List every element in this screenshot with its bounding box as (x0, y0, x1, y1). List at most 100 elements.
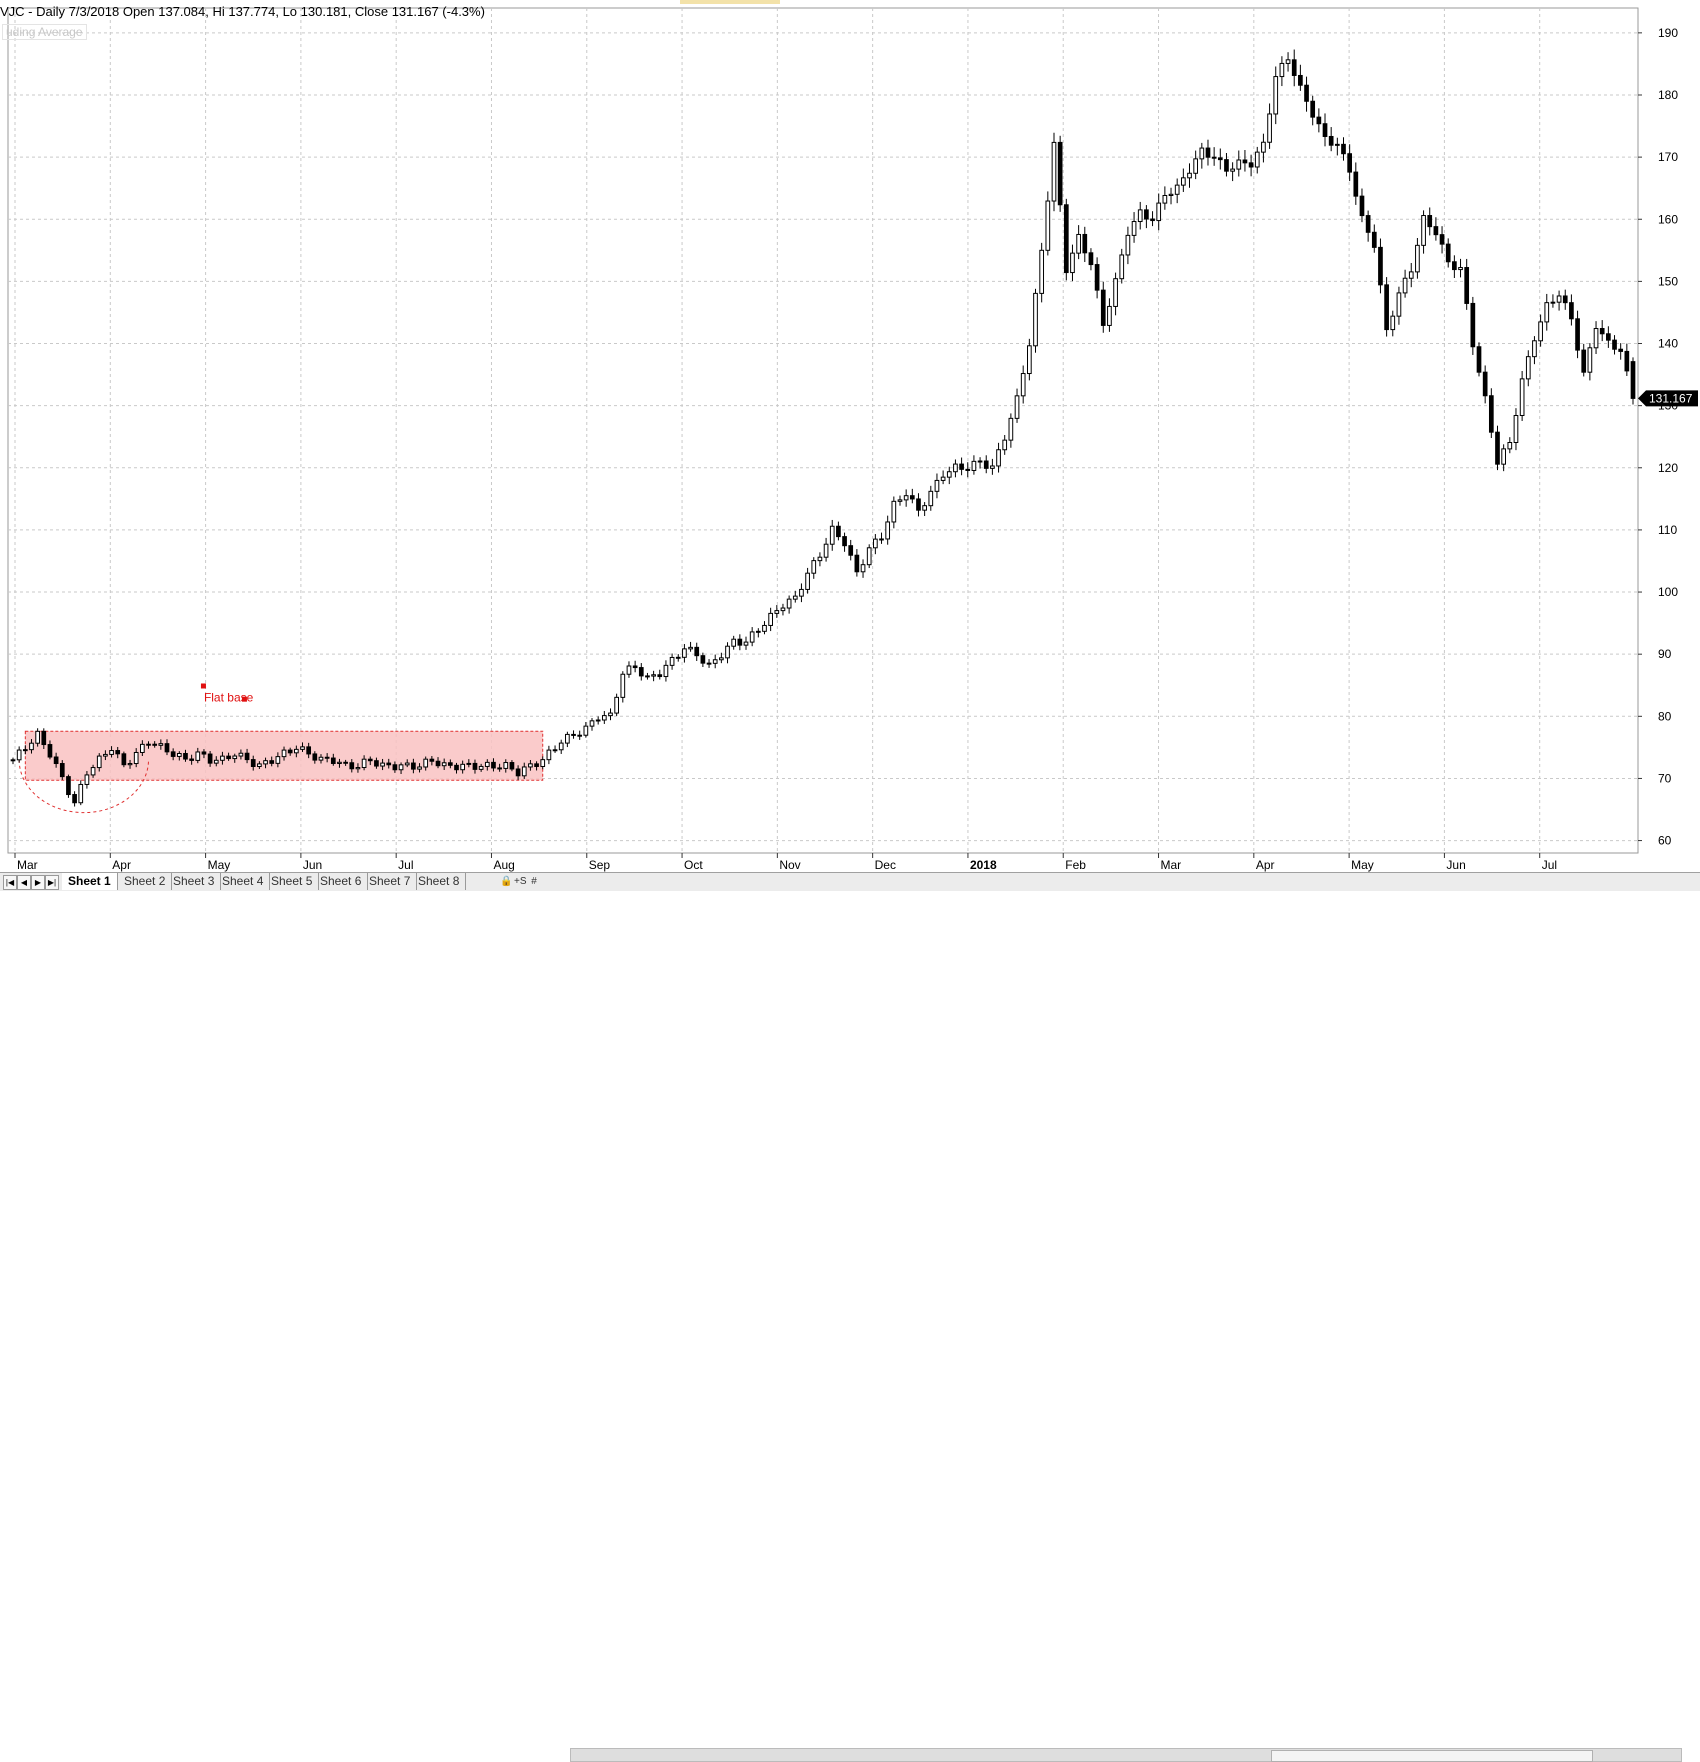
candle-body[interactable] (675, 656, 681, 659)
candle-body[interactable] (694, 646, 700, 657)
candle-body[interactable] (1322, 123, 1328, 137)
candle-body[interactable] (1248, 162, 1254, 168)
candle-body[interactable] (1020, 373, 1026, 397)
candle-body[interactable] (1507, 442, 1513, 450)
candle-body[interactable] (977, 460, 983, 463)
candle-body[interactable] (657, 674, 663, 678)
candle-body[interactable] (263, 760, 268, 765)
candle-body[interactable] (1125, 234, 1131, 256)
add-sheet-button[interactable]: +S (514, 876, 527, 887)
candle-body[interactable] (441, 762, 447, 767)
candle-body[interactable] (232, 755, 238, 760)
candle-body[interactable] (1144, 209, 1149, 220)
candle-body[interactable] (799, 588, 804, 597)
candle-body[interactable] (53, 756, 59, 765)
candle-body[interactable] (866, 547, 872, 566)
candle-body[interactable] (1334, 143, 1340, 146)
candle-body[interactable] (257, 763, 262, 767)
candle-body[interactable] (491, 761, 496, 769)
prev-sheet-button[interactable]: ◀ (17, 875, 31, 890)
candle-body[interactable] (250, 759, 256, 767)
first-sheet-button[interactable]: |◀ (3, 875, 17, 890)
candle-body[interactable] (583, 725, 589, 736)
candle-body[interactable] (749, 631, 755, 643)
candle-body[interactable] (916, 498, 921, 511)
scrollbar-thumb[interactable] (1271, 1750, 1593, 1762)
candle-body[interactable] (1094, 264, 1100, 291)
sheet-tab-8[interactable]: Sheet 8 (412, 873, 467, 890)
candle-body[interactable] (848, 545, 854, 556)
candle-body[interactable] (324, 756, 330, 759)
candle-body[interactable] (836, 525, 841, 538)
sheet-tab-5[interactable]: Sheet 5 (265, 873, 320, 890)
candle-body[interactable] (1236, 159, 1242, 170)
candle-body[interactable] (946, 471, 952, 478)
candle-body[interactable] (238, 752, 244, 757)
candle-body[interactable] (1082, 233, 1088, 254)
candle-body[interactable] (1279, 62, 1285, 78)
candle-body[interactable] (201, 751, 207, 755)
candle-body[interactable] (1070, 252, 1075, 274)
candle-body[interactable] (990, 465, 995, 469)
candle-body[interactable] (552, 749, 558, 752)
candle-body[interactable] (897, 499, 903, 502)
candle-body[interactable] (1310, 100, 1316, 118)
candle-body[interactable] (140, 743, 145, 753)
candle-body[interactable] (1316, 116, 1322, 125)
candle-body[interactable] (47, 744, 53, 758)
candle-body[interactable] (1076, 233, 1081, 254)
candle-body[interactable] (983, 460, 989, 469)
candle-body[interactable] (66, 776, 71, 796)
candle-body[interactable] (719, 657, 724, 661)
candle-body[interactable] (1205, 147, 1211, 158)
candle-body[interactable] (1187, 172, 1192, 179)
candle-body[interactable] (454, 764, 459, 771)
candle-body[interactable] (330, 757, 336, 764)
candle-body[interactable] (1562, 295, 1568, 304)
candle-body[interactable] (1162, 194, 1168, 204)
candle-body[interactable] (1556, 295, 1562, 303)
candle-body[interactable] (1470, 302, 1476, 348)
candle-body[interactable] (176, 752, 182, 757)
candle-body[interactable] (996, 449, 1001, 467)
candle-body[interactable] (183, 752, 188, 760)
sheet-tab-3[interactable]: Sheet 3 (167, 873, 222, 890)
candle-body[interactable] (170, 751, 176, 757)
candle-body[interactable] (1618, 348, 1624, 352)
candle-body[interactable] (1421, 215, 1426, 246)
sheet-tab-7[interactable]: Sheet 7 (363, 873, 418, 890)
candle-body[interactable] (1027, 345, 1032, 375)
candle-body[interactable] (275, 756, 281, 764)
candle-body[interactable] (29, 742, 34, 751)
candle-body[interactable] (343, 761, 348, 764)
candle-body[interactable] (805, 572, 810, 590)
candle-body[interactable] (620, 673, 626, 698)
candle-body[interactable] (909, 495, 915, 500)
candle-body[interactable] (404, 762, 410, 766)
candle-body[interactable] (601, 715, 607, 721)
candle-body[interactable] (515, 768, 521, 777)
sheet-tab-2[interactable]: Sheet 2 (118, 873, 173, 890)
candle-body[interactable] (1569, 302, 1574, 320)
sheet-tab-1[interactable]: Sheet 1 (62, 873, 118, 890)
candle-body[interactable] (762, 624, 767, 632)
candle-body[interactable] (1261, 141, 1266, 153)
candle-body[interactable] (380, 762, 385, 767)
candle-body[interactable] (1131, 221, 1137, 236)
candle-body[interactable] (1415, 244, 1420, 273)
candle-body[interactable] (1445, 243, 1451, 263)
candle-body[interactable] (780, 607, 786, 612)
candle-body[interactable] (447, 762, 453, 766)
candle-body[interactable] (1519, 378, 1525, 417)
sheet-tab-4[interactable]: Sheet 4 (216, 873, 271, 890)
candle-body[interactable] (651, 674, 656, 677)
candle-body[interactable] (374, 760, 379, 767)
candle-body[interactable] (109, 750, 114, 755)
price-chart[interactable]: 60708090100110120130140150160170180190Ma… (0, 0, 1700, 872)
candle-body[interactable] (528, 763, 533, 768)
grid-icon[interactable]: # (531, 876, 537, 887)
candle-body[interactable] (287, 749, 293, 754)
candle-body[interactable] (1291, 59, 1297, 76)
candle-body[interactable] (1525, 356, 1531, 380)
candle-body[interactable] (103, 753, 108, 757)
